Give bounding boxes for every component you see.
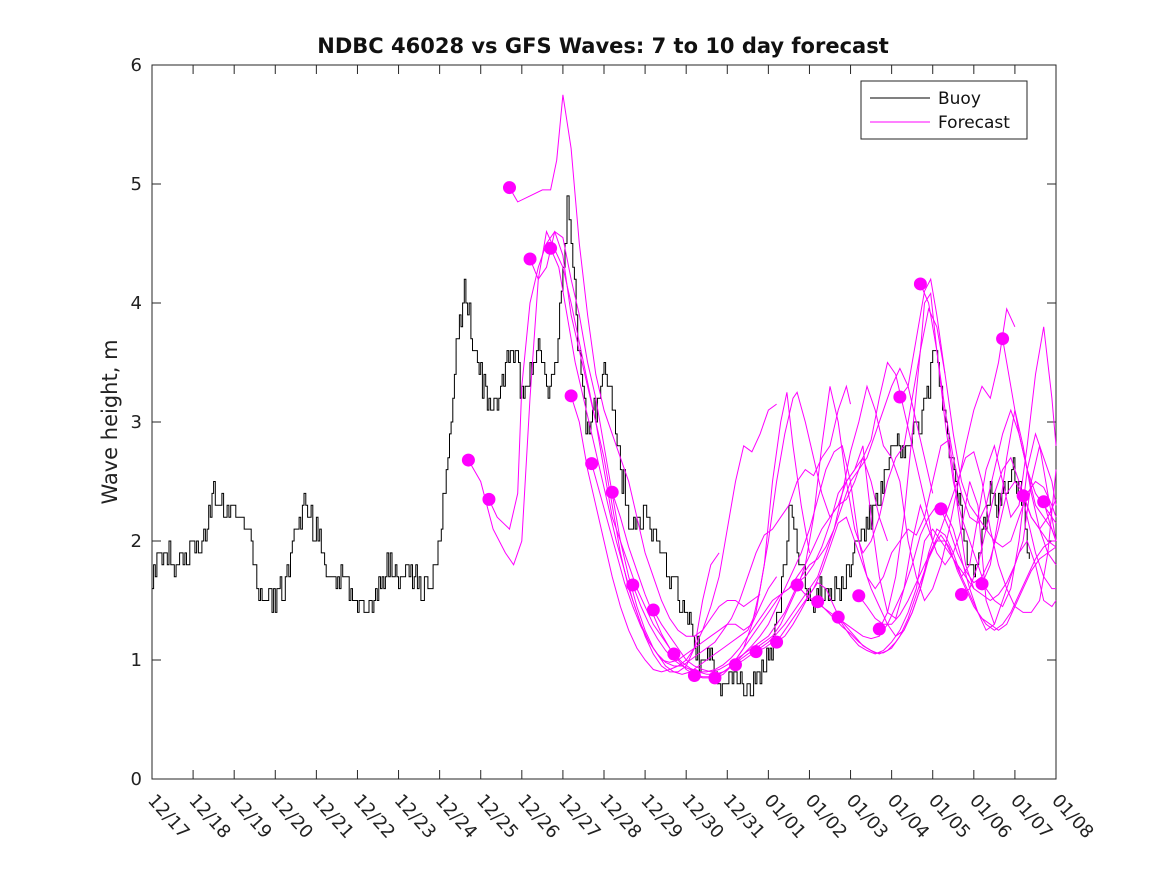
forecast-series-line	[961, 456, 1056, 595]
legend-forecast-label: Forecast	[938, 113, 1010, 133]
forecast-start-marker	[770, 635, 784, 649]
forecast-start-marker	[913, 277, 927, 291]
forecast-series-line	[776, 445, 1057, 655]
forecast-start-marker	[502, 181, 516, 195]
forecast-series-line	[1002, 338, 1057, 524]
forecast-series-line	[714, 445, 995, 679]
forecast-series-line	[694, 438, 975, 679]
buoy-series-line	[152, 195, 1030, 697]
forecast-start-marker	[523, 252, 537, 266]
legend: Buoy Forecast	[860, 80, 1028, 140]
y-tick-label: 6	[131, 55, 142, 76]
y-tick-label: 5	[131, 174, 142, 195]
legend-box	[860, 80, 1028, 140]
y-tick-label: 3	[131, 412, 142, 433]
forecast-series-line	[735, 307, 1016, 666]
forecast-start-marker	[728, 658, 742, 672]
forecast-series-line	[1022, 495, 1057, 548]
forecast-series-line	[488, 230, 720, 673]
forecast-series-line	[878, 292, 1057, 630]
forecast-start-marker	[1037, 495, 1051, 509]
forecast-start-marker	[626, 578, 640, 592]
forecast-series-line	[981, 409, 1057, 585]
forecast-start-marker	[544, 241, 558, 255]
forecast-start-marker	[646, 603, 660, 617]
forecast-series-line	[1043, 501, 1057, 542]
forecast-start-marker	[687, 668, 701, 682]
legend-buoy-label: Buoy	[938, 89, 981, 109]
axes-frame	[151, 64, 1057, 780]
forecast-start-marker	[482, 492, 496, 506]
forecast-start-marker	[831, 610, 845, 624]
forecast-start-marker	[852, 589, 866, 603]
plot-area: 012345612/1712/1812/1912/2012/2112/2212/…	[131, 55, 1098, 843]
y-tick-label: 2	[131, 531, 142, 552]
forecast-start-marker	[605, 485, 619, 499]
forecast-start-marker	[954, 588, 968, 602]
forecast-start-marker	[975, 577, 989, 591]
forecast-start-marker	[872, 622, 886, 636]
forecast-start-marker	[790, 578, 804, 592]
y-tick-label: 4	[131, 293, 142, 314]
forecast-series-line	[509, 94, 761, 637]
y-tick-label: 0	[131, 769, 142, 790]
y-tick-label: 1	[131, 650, 142, 671]
forecast-start-marker	[564, 389, 578, 403]
forecast-series-line	[467, 229, 671, 649]
chart-title: NDBC 46028 vs GFS Waves: 7 to 10 day for…	[317, 34, 888, 58]
forecast-start-marker	[461, 453, 475, 467]
forecast-series-line	[858, 450, 1057, 625]
forecast-start-marker	[667, 647, 681, 661]
y-axis-label: Wave height, m	[98, 339, 122, 504]
forecast-series-line	[570, 395, 777, 673]
forecast-start-marker	[811, 595, 825, 609]
forecast-start-marker	[585, 457, 599, 471]
forecast-start-marker	[1016, 489, 1030, 503]
forecast-series-line	[550, 248, 810, 675]
forecast-start-marker	[749, 645, 763, 659]
forecast-series-line	[837, 540, 1056, 655]
forecast-start-marker	[708, 671, 722, 685]
forecast-start-marker	[996, 332, 1010, 346]
forecast-start-marker	[893, 390, 907, 404]
forecast-series-line	[919, 283, 1057, 542]
forecast-series-line	[591, 384, 851, 667]
forecast-series-line	[652, 367, 934, 673]
forecast-start-marker	[934, 502, 948, 516]
